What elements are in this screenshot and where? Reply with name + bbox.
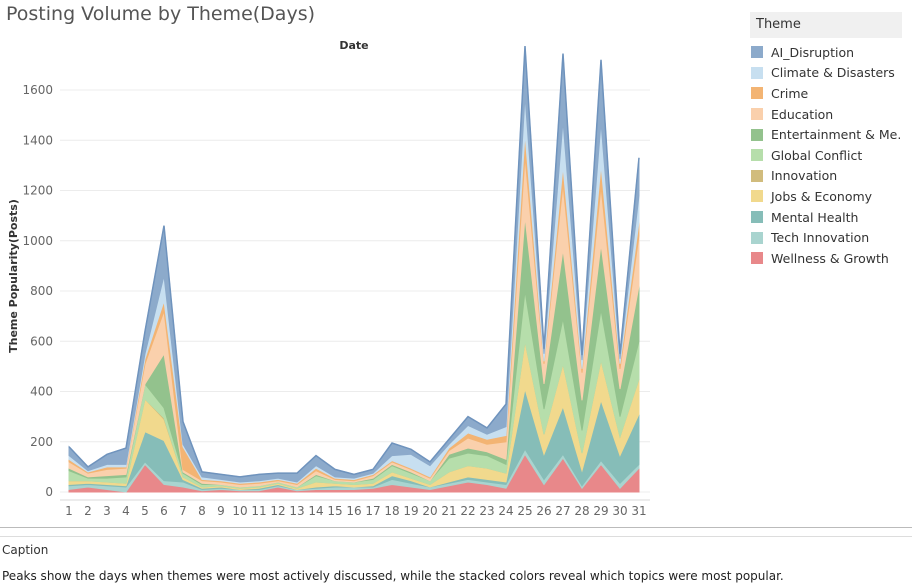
x-tick-label: 5 (141, 504, 149, 518)
x-tick-label: 7 (179, 504, 187, 518)
legend-swatch (751, 46, 763, 59)
legend-label: Tech Innovation (771, 230, 870, 246)
y-tick-label: 200 (30, 435, 53, 449)
x-tick-label: 24 (498, 504, 513, 518)
legend-label: Entertainment & Me.. (771, 127, 902, 143)
legend-items: AI_Disruption Climate & Disasters Crime Edu… (750, 42, 902, 269)
legend-swatch (751, 87, 763, 100)
x-tick-label: 25 (517, 504, 532, 518)
x-tick-label: 15 (327, 504, 342, 518)
chart-title: Posting Volume by Theme(Days) (6, 3, 316, 25)
legend-swatch (751, 190, 763, 203)
x-tick-label: 2 (84, 504, 92, 518)
y-tick-label: 1000 (22, 234, 53, 248)
legend-item[interactable]: Mental Health (750, 207, 902, 228)
legend-item[interactable]: Entertainment & Me.. (750, 124, 902, 145)
x-tick-label: 11 (251, 504, 266, 518)
x-tick-label: 29 (593, 504, 608, 518)
x-tick-label: 19 (403, 504, 418, 518)
legend-item[interactable]: Innovation (750, 166, 902, 187)
stack-outline (68, 45, 640, 478)
legend-item[interactable]: Tech Innovation (750, 227, 902, 248)
x-tick-label: 6 (160, 504, 168, 518)
legend-swatch (751, 66, 763, 79)
x-tick-label: 23 (479, 504, 494, 518)
x-tick-label: 10 (232, 504, 247, 518)
x-tick-label: 27 (555, 504, 570, 518)
x-tick-label: 30 (612, 504, 627, 518)
legend-item[interactable]: Jobs & Economy (750, 186, 902, 207)
legend-swatch (751, 149, 763, 162)
legend-swatch (751, 169, 763, 182)
x-tick-label: 17 (365, 504, 380, 518)
legend-label: Education (771, 106, 834, 122)
legend-label: Jobs & Economy (771, 188, 873, 204)
caption-text: Peaks show the days when themes were mos… (2, 569, 784, 583)
caption-box: Caption Peaks show the days when themes … (0, 527, 912, 586)
caption-label: Caption (0, 536, 912, 566)
y-tick-label: 1200 (22, 184, 53, 198)
legend-swatch (751, 211, 763, 224)
x-tick-label: 14 (308, 504, 323, 518)
legend-item[interactable]: Crime (750, 83, 902, 104)
y-tick-label: 1400 (22, 133, 53, 147)
x-tick-label: 13 (289, 504, 304, 518)
legend-label: Climate & Disasters (771, 65, 895, 81)
x-tick-label: 31 (631, 504, 646, 518)
legend-swatch (751, 108, 763, 121)
y-tick-label: 0 (45, 485, 53, 499)
legend-item[interactable]: Wellness & Growth (750, 248, 902, 269)
legend-label: Global Conflict (771, 147, 863, 163)
y-tick-label: 600 (30, 334, 53, 348)
legend-item[interactable]: Climate & Disasters (750, 63, 902, 84)
y-tick-label: 1600 (22, 83, 53, 97)
x-tick-label: 8 (198, 504, 206, 518)
y-tick-label: 400 (30, 385, 53, 399)
legend-label: Crime (771, 85, 809, 101)
legend-label: Innovation (771, 168, 838, 184)
x-tick-label: 9 (217, 504, 225, 518)
x-tick-label: 28 (574, 504, 589, 518)
legend-label: Wellness & Growth (771, 250, 889, 266)
x-tick-label: 16 (346, 504, 361, 518)
y-axis-title: Theme Popularity(Posts) (7, 199, 20, 353)
x-tick-label: 3 (103, 504, 111, 518)
legend-item[interactable]: AI_Disruption (750, 42, 902, 63)
x-tick-label: 18 (384, 504, 399, 518)
x-axis-title: Date (339, 39, 368, 52)
legend-label: AI_Disruption (771, 44, 855, 60)
legend: Theme AI_Disruption Climate & Disasters Cr… (750, 12, 902, 269)
legend-item[interactable]: Education (750, 104, 902, 125)
x-tick-label: 4 (122, 504, 130, 518)
x-tick-label: 1 (65, 504, 73, 518)
stacked-areas (68, 45, 640, 493)
x-tick-label: 20 (422, 504, 437, 518)
x-tick-label: 26 (536, 504, 551, 518)
x-tick-label: 22 (460, 504, 475, 518)
legend-label: Mental Health (771, 209, 859, 225)
legend-swatch (751, 128, 763, 141)
legend-item[interactable]: Global Conflict (750, 145, 902, 166)
legend-swatch (751, 231, 763, 244)
x-tick-label: 12 (270, 504, 285, 518)
legend-swatch (751, 252, 763, 265)
y-tick-label: 800 (30, 284, 53, 298)
legend-title: Theme (750, 12, 902, 38)
x-tick-label: 21 (441, 504, 456, 518)
